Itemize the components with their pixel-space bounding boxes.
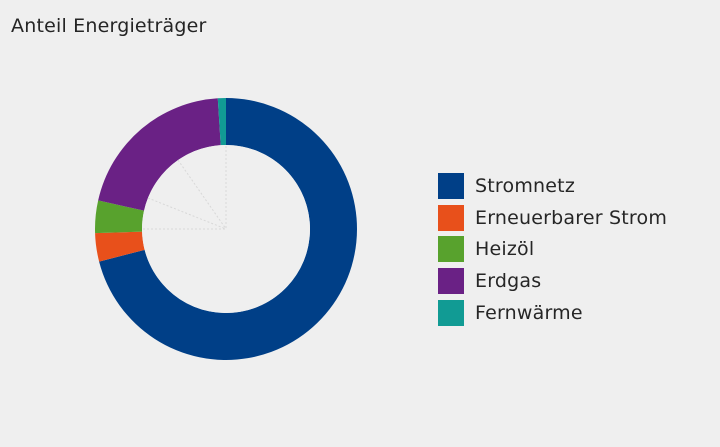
legend-label: Stromnetz xyxy=(475,174,575,197)
donut-hole-guides xyxy=(143,146,227,230)
legend-label: Heizöl xyxy=(475,238,535,261)
legend-label: Erneuerbarer Strom xyxy=(475,206,668,229)
chart-title: Anteil Energieträger xyxy=(11,15,207,37)
legend-swatch xyxy=(438,299,464,326)
legend-item-erneuerbarer-strom: Erneuerbarer Strom xyxy=(438,202,667,234)
donut-slice-fernw-rme xyxy=(217,98,226,146)
donut-slices xyxy=(95,98,358,360)
chart-legend: Stromnetz Erneuerbarer Strom Heizöl Erdgas F… xyxy=(438,170,667,329)
legend-item-erdgas: Erdgas xyxy=(438,265,667,297)
legend-swatch xyxy=(438,236,464,263)
donut-slice-erdgas xyxy=(98,98,221,211)
donut-slice-erneuerbarer-strom xyxy=(95,231,145,262)
legend-swatch xyxy=(438,268,464,295)
legend-item-heiz-l: Heizöl xyxy=(438,234,667,266)
legend-swatch xyxy=(438,172,464,199)
legend-label: Erdgas xyxy=(475,270,542,293)
legend-item-fernw-rme: Fernwärme xyxy=(438,297,667,329)
legend-swatch xyxy=(438,204,464,231)
donut-slice-heiz-l xyxy=(95,200,145,234)
legend-item-stromnetz: Stromnetz xyxy=(438,170,667,202)
legend-label: Fernwärme xyxy=(475,301,583,324)
donut-slice-stromnetz xyxy=(99,98,358,360)
